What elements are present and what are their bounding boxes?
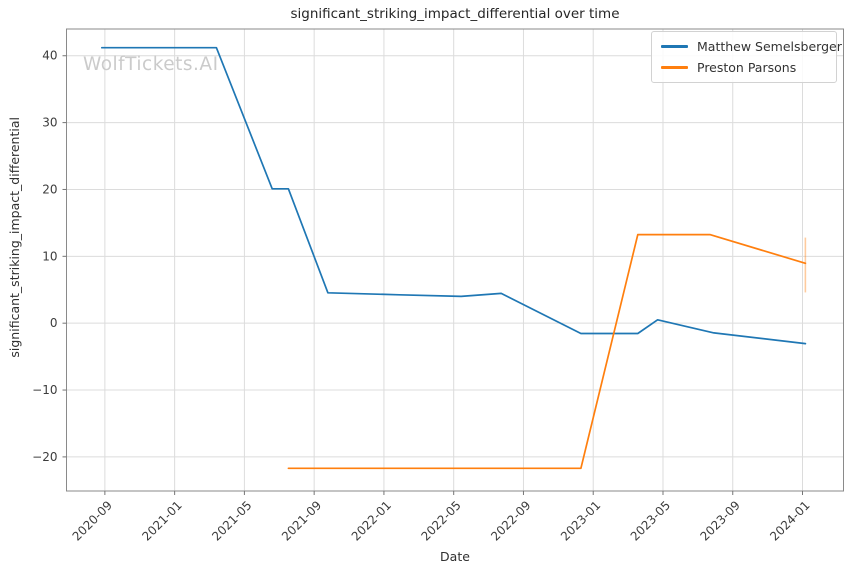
- watermark: WolfTickets.AI: [83, 54, 219, 75]
- x-tick-label: 2021-05: [209, 498, 254, 543]
- plot-border: [66, 28, 844, 492]
- x-tick-label: 2024-01: [767, 498, 812, 543]
- x-tick-label: 2021-01: [139, 498, 184, 543]
- y-axis-label: significant_striking_impact_differential: [7, 117, 22, 358]
- x-tick-label: 2022-01: [349, 498, 394, 543]
- y-tick-label: 20: [42, 182, 57, 196]
- chart-title: significant_striking_impact_differential…: [290, 6, 620, 22]
- legend: Matthew Semelsberger Preston Parsons: [651, 31, 842, 83]
- x-tick-label: 2023-01: [558, 498, 603, 543]
- legend-entry: Matthew Semelsberger: [661, 36, 842, 57]
- x-tick-label: 2023-05: [628, 498, 673, 543]
- gridlines: [66, 29, 844, 491]
- y-tick-label: 30: [42, 116, 57, 130]
- y-tick-label: 0: [50, 316, 58, 330]
- y-tick-label: −10: [32, 383, 57, 397]
- series-line-swatch: [661, 45, 688, 48]
- x-tick-label: 2021-09: [279, 498, 324, 543]
- y-tick-labels: 40 30 20 10 0 −10 −20: [32, 49, 57, 464]
- y-tick-label: −20: [32, 450, 57, 464]
- x-tick-label: 2023-09: [698, 498, 743, 543]
- x-tick-label: 2022-05: [418, 498, 463, 543]
- series-line: [100, 46, 807, 345]
- x-tick-label: 2022-09: [488, 498, 533, 543]
- series-line: [287, 233, 807, 470]
- series-line-swatch: [661, 66, 688, 69]
- y-tick-label: 40: [42, 49, 57, 63]
- legend-entry: Preston Parsons: [661, 57, 828, 78]
- axis-tick-marks: [62, 55, 804, 495]
- x-tick-labels: 2020-09 2021-01 2021-05 2021-09 2022-01 2022-…: [70, 498, 813, 543]
- y-tick-label: 10: [42, 249, 57, 263]
- legend-label: Matthew Semelsberger: [697, 39, 842, 54]
- x-axis-label: Date: [440, 549, 470, 564]
- x-tick-label: 2020-09: [70, 498, 115, 543]
- legend-label: Preston Parsons: [697, 60, 797, 75]
- series-lines: [100, 46, 807, 470]
